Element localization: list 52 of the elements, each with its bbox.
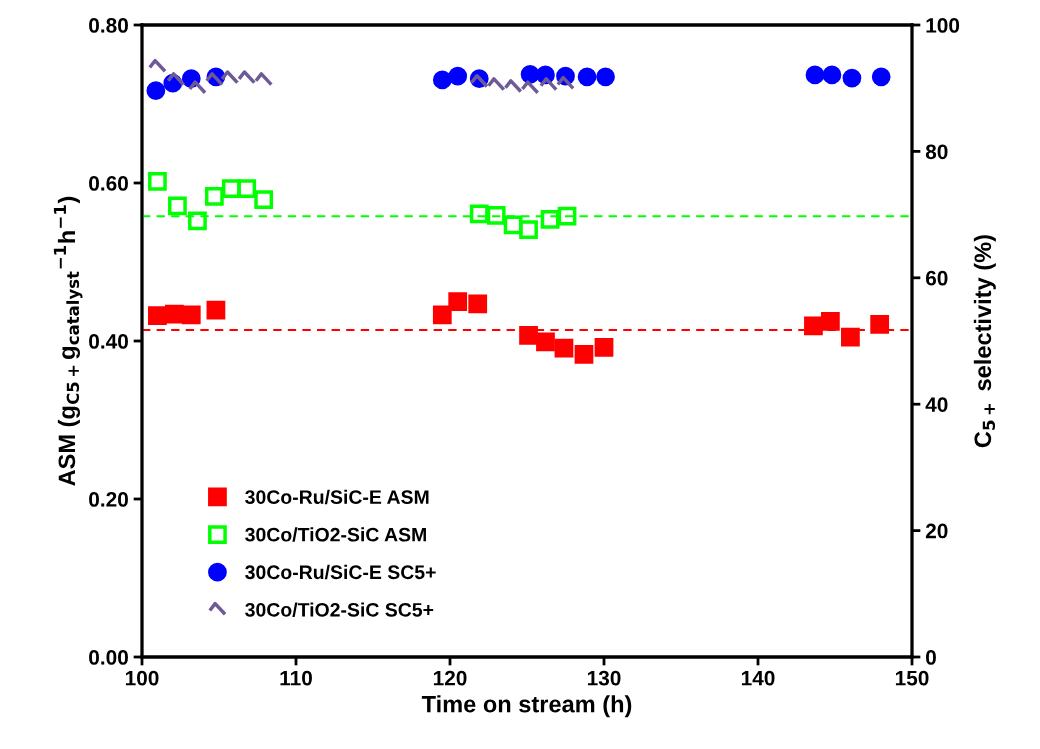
point xyxy=(594,337,614,357)
point xyxy=(148,172,167,191)
y-axis-title: ASM (g$_{C5+}$g$_{catalyst}$$^{−1}$h$^{−1}$) xyxy=(53,196,83,486)
point xyxy=(468,294,488,314)
y-tick-label: 0.20 xyxy=(89,492,128,507)
y2-axis-title: C$_{5+}$ selectivity (%) xyxy=(973,235,996,448)
x-tick-label: 130 xyxy=(587,670,621,686)
legend-label: 30Co/TiO2-SiC ASM xyxy=(245,527,426,542)
point xyxy=(469,204,489,224)
legend-label: 30Co-Ru/SiC-E SC5+ xyxy=(245,564,436,580)
point xyxy=(164,304,184,324)
point xyxy=(148,306,167,326)
y2-tick-label: 20 xyxy=(925,523,948,539)
y-tick-label: 0.40 xyxy=(89,334,128,349)
y2-tick-label: 0 xyxy=(926,650,936,665)
point xyxy=(205,187,224,206)
point xyxy=(557,206,577,226)
x-tick-label: 140 xyxy=(741,670,775,686)
point xyxy=(168,196,187,216)
x-tick-label: 150 xyxy=(895,670,929,686)
y2-tick-label: 80 xyxy=(925,144,948,160)
y-tick-label: 0.80 xyxy=(89,18,128,33)
point xyxy=(804,316,823,336)
point xyxy=(254,190,274,209)
y2-tick-label: 40 xyxy=(925,397,948,412)
y-tick-label: 0.60 xyxy=(89,176,128,191)
point xyxy=(536,332,555,352)
point xyxy=(519,326,538,345)
legend-label: 30Co-Ru/SiC-E ASM xyxy=(245,489,429,505)
point xyxy=(554,338,574,358)
y2-tick-label: 100 xyxy=(926,18,960,33)
x-tick-label: 120 xyxy=(433,670,467,686)
point xyxy=(448,292,468,311)
x-tick-label: 100 xyxy=(125,670,159,686)
point xyxy=(237,179,257,198)
point xyxy=(188,211,207,231)
point xyxy=(540,209,560,229)
point xyxy=(503,215,523,235)
x-tick-label: 110 xyxy=(280,670,312,686)
x-axis-title: Time on stream (h) xyxy=(421,695,632,718)
point xyxy=(486,206,506,225)
y2-tick-label: 60 xyxy=(925,270,948,286)
legend-label: 30Co/TiO2-SiC SC5+ xyxy=(245,602,434,617)
point xyxy=(821,311,840,331)
point xyxy=(181,305,201,325)
point xyxy=(519,220,538,239)
y-tick-label: 0.00 xyxy=(89,650,128,665)
point xyxy=(870,315,890,334)
point xyxy=(574,345,594,364)
point xyxy=(206,300,226,320)
point xyxy=(841,327,860,347)
point xyxy=(432,305,452,325)
